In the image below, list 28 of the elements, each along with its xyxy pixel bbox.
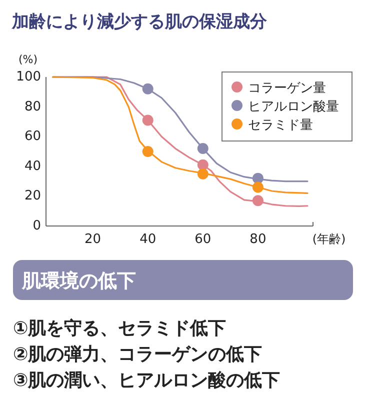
legend-label: ヒアルロン酸量 <box>248 100 339 114</box>
y-tick-label: 20 <box>24 188 41 204</box>
point <box>142 83 154 94</box>
chart-title: 加齢により減少する肌の保湿成分 <box>11 12 268 32</box>
point <box>197 159 208 170</box>
text: ①肌を守る、セラミド低下 <box>13 318 226 339</box>
point <box>142 146 154 157</box>
x-tick-label: 60 <box>194 232 212 247</box>
point <box>197 143 208 154</box>
y-tick-label: 80 <box>24 99 41 114</box>
y-tick-label: 0 <box>32 218 41 234</box>
point <box>197 168 208 180</box>
y-axis-title: (%) <box>18 53 38 66</box>
x-tick-label: 80 <box>250 232 266 247</box>
point <box>142 114 154 126</box>
text: 肌環境の低下 <box>21 270 136 292</box>
x-tick-label: 20 <box>84 232 102 247</box>
text: ③肌の潤い、ヒアルロン酸の低下 <box>13 370 280 391</box>
y-tick-label: 40 <box>24 158 41 174</box>
point <box>252 182 264 193</box>
text: ②肌の弾力、コラーゲンの低下 <box>13 344 262 365</box>
x-axis-title: (年齢) <box>312 232 346 246</box>
y-tick-label: 100 <box>16 70 41 84</box>
legend-label: セラミド量 <box>248 118 313 133</box>
y-tick-label: 60 <box>24 129 41 144</box>
point <box>252 195 264 206</box>
x-tick-label: 40 <box>140 232 156 247</box>
legend-label: コラーゲン量 <box>248 81 326 96</box>
